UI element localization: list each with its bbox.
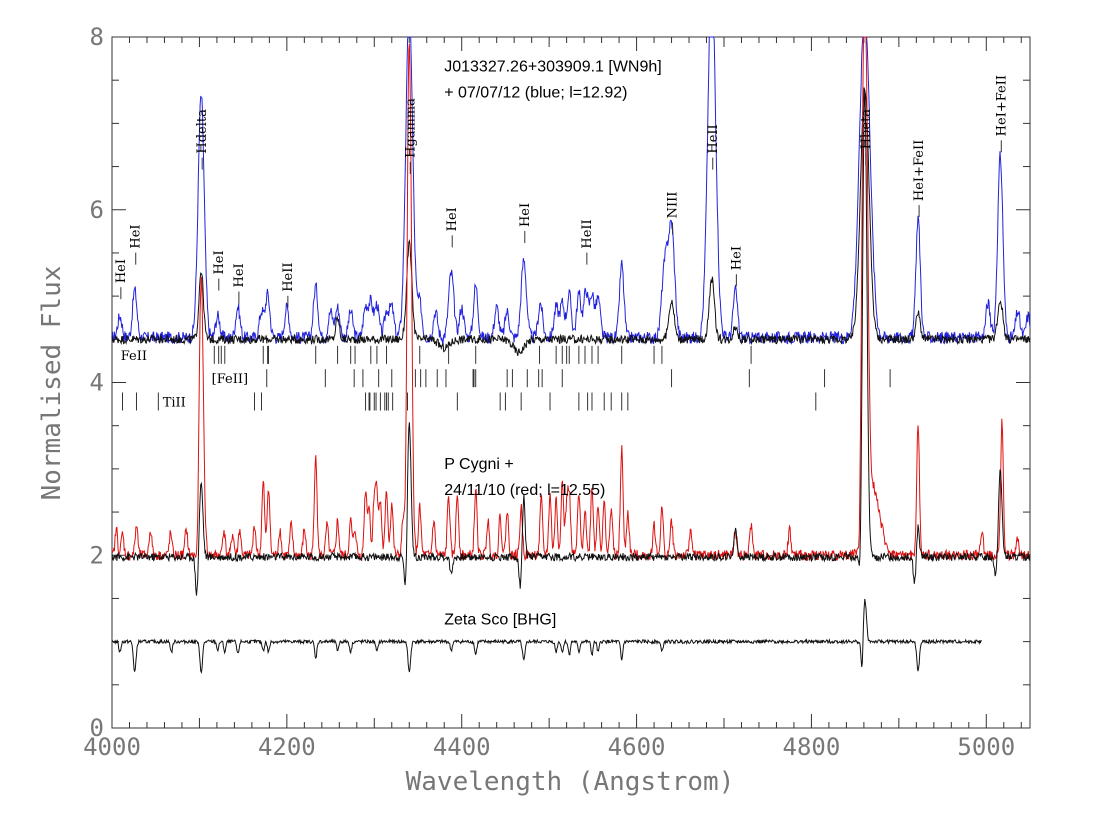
y-tick-label: 8 <box>90 23 104 51</box>
y-tick-label: 6 <box>90 196 104 224</box>
chart-annotation: P Cygni + <box>444 456 514 473</box>
line-id-row-label: TiII <box>163 396 186 411</box>
chart-annotation: J013327.26+303909.1 [WN9h] <box>444 59 662 76</box>
spectral-line-label: HeI+FeII <box>994 75 1009 136</box>
spectral-line-label: HeI <box>232 263 247 287</box>
y-tick-label: 0 <box>90 714 104 742</box>
chart-annotation: + 07/07/12 (blue; l=12.92) <box>444 84 627 101</box>
spectral-line-label: Hgamma <box>403 98 418 158</box>
x-tick-label: 4200 <box>258 733 316 761</box>
spectral-line-label: HeI <box>129 224 144 248</box>
y-tick-labels: 0 2 4 6 8 <box>90 23 104 742</box>
series-line-black-upper <box>111 87 1031 357</box>
spectral-line-label: NIII <box>666 192 681 219</box>
x-tick-label: 4000 <box>83 733 141 761</box>
chart-annotation: Zeta Sco [BHG] <box>444 611 556 628</box>
x-tick-label: 4600 <box>608 733 666 761</box>
series-line-black-middle <box>111 89 1031 596</box>
line-id-row-label: FeII <box>121 349 147 364</box>
plot-border <box>111 36 1031 729</box>
spectral-line-label: HeII <box>706 124 721 153</box>
x-tick-labels: 4000 4200 4400 4600 4800 5000 <box>83 733 1015 761</box>
axis-ticks <box>111 36 1030 729</box>
y-tick-label: 2 <box>90 541 104 569</box>
spectral-line-label: HeI <box>729 246 744 270</box>
x-axis-label: Wavelength (Angstrom) <box>406 767 735 797</box>
y-axis-label: Normalised Flux <box>37 266 67 501</box>
spectral-line-label: HeI <box>212 250 227 274</box>
plot-frame <box>111 36 1031 729</box>
y-tick-label: 4 <box>90 369 104 397</box>
spectral-line-label: Hbeta <box>859 109 874 150</box>
spectral-line-label: Hdelta <box>195 109 210 154</box>
spectral-line-label: HeII <box>281 262 296 291</box>
spectral-line-label: HeI <box>518 203 533 227</box>
series-line-zeta-sco <box>111 598 982 675</box>
chart-annotation: 24/11/10 (red; l=12.55) <box>444 482 605 499</box>
spectral-line-label: HeI <box>114 259 129 283</box>
spectral-line-label: HeI+FeII <box>912 140 927 201</box>
spectra-series <box>111 36 1031 675</box>
spectral-line-label: HeI <box>445 207 460 231</box>
line-id-tick-rows: FeII [FeII] TiII <box>121 345 891 411</box>
spectral-line-label: HeII <box>580 219 595 248</box>
series-line-red <box>111 36 1031 562</box>
chart-annotations: J013327.26+303909.1 [WN9h] + 07/07/12 (bl… <box>444 59 662 629</box>
x-tick-label: 4800 <box>783 733 841 761</box>
x-tick-label: 4400 <box>433 733 491 761</box>
line-id-row-label: [FeII] <box>212 372 248 387</box>
series-line-blue <box>111 36 1031 345</box>
x-tick-label: 5000 <box>957 733 1015 761</box>
